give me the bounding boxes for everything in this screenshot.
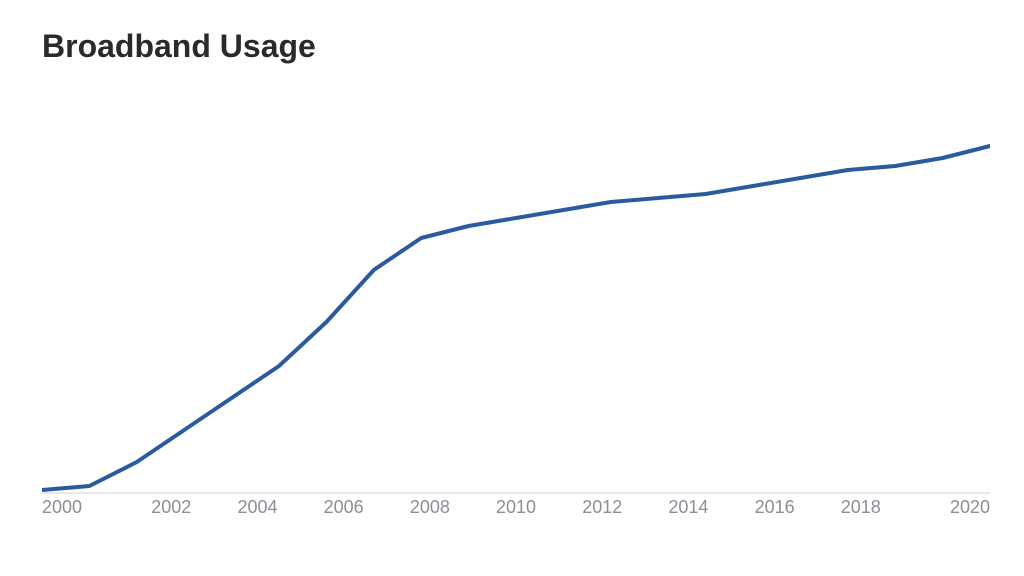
line-series [42, 146, 990, 490]
x-tick-label: 2016 [732, 497, 818, 518]
x-tick-label: 2010 [473, 497, 559, 518]
line-chart-svg [42, 94, 990, 494]
x-tick-label: 2006 [301, 497, 387, 518]
x-tick-label: 2012 [559, 497, 645, 518]
chart-title: Broadband Usage [42, 28, 316, 65]
x-tick-label: 2018 [818, 497, 904, 518]
x-tick-label: 2014 [645, 497, 731, 518]
x-tick-label: 2020 [904, 497, 990, 518]
x-axis-labels: 2000200220042006200820102012201420162018… [42, 497, 990, 518]
chart-plot-area [42, 94, 990, 494]
x-tick-label: 2000 [42, 497, 128, 518]
x-tick-label: 2008 [387, 497, 473, 518]
x-tick-label: 2004 [214, 497, 300, 518]
x-tick-label: 2002 [128, 497, 214, 518]
